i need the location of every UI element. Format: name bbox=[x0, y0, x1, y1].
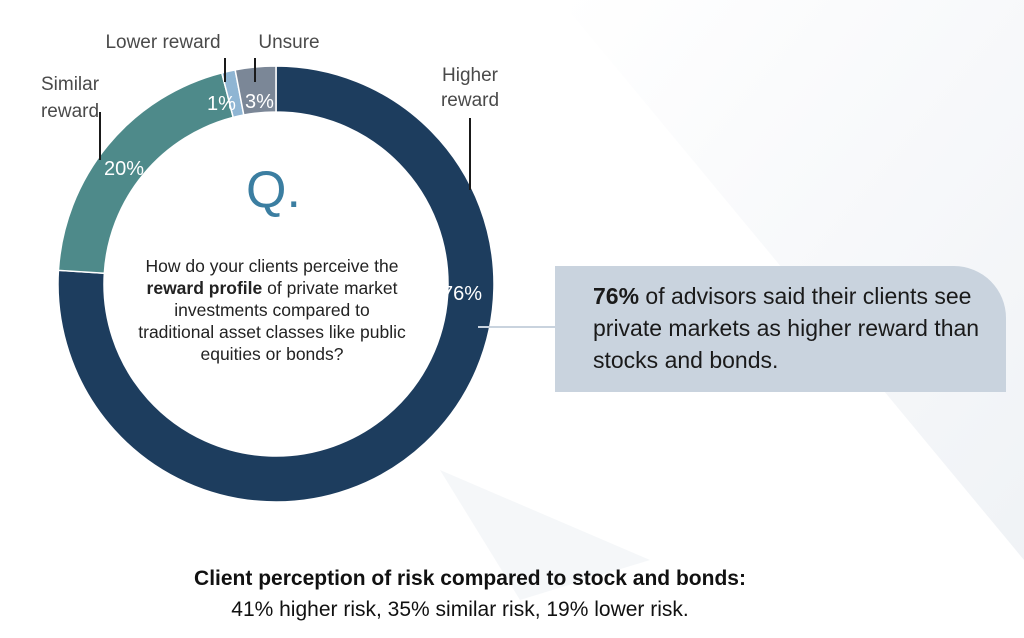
category-label-similar-line1: Similar bbox=[41, 74, 100, 95]
category-label-higher-line1: Higher bbox=[442, 65, 499, 86]
category-label-lower: Lower reward bbox=[105, 32, 220, 53]
footer-text: 41% higher risk, 35% similar risk, 19% l… bbox=[231, 598, 689, 621]
footer-title: Client perception of risk compared to st… bbox=[194, 567, 746, 590]
question-text-end: of private market investments compared t… bbox=[138, 278, 406, 364]
value-label-similar: 20% bbox=[104, 158, 144, 180]
value-label-lower: 1% bbox=[207, 93, 236, 115]
callout-text: of advisors said their clients see priva… bbox=[593, 283, 980, 373]
callout-box: 76% of advisors said their clients see p… bbox=[555, 266, 1006, 392]
value-label-higher: 76% bbox=[442, 283, 482, 305]
question-text-start: How do your clients perceive the bbox=[145, 256, 399, 276]
survey-question: How do your clients perceive the reward … bbox=[136, 255, 408, 365]
slice-higher-reward bbox=[57, 65, 495, 503]
category-label-unsure: Unsure bbox=[258, 32, 319, 53]
question-mark-heading: Q. bbox=[246, 161, 301, 219]
value-label-unsure: 3% bbox=[245, 91, 274, 113]
callout-highlight: 76% bbox=[593, 283, 640, 309]
category-label-higher-line2: reward bbox=[441, 90, 499, 111]
question-text-bold: reward profile bbox=[146, 278, 263, 298]
callout-connector bbox=[478, 326, 556, 328]
category-label-similar-line2: reward bbox=[41, 101, 99, 122]
slice-unsure bbox=[234, 65, 277, 116]
